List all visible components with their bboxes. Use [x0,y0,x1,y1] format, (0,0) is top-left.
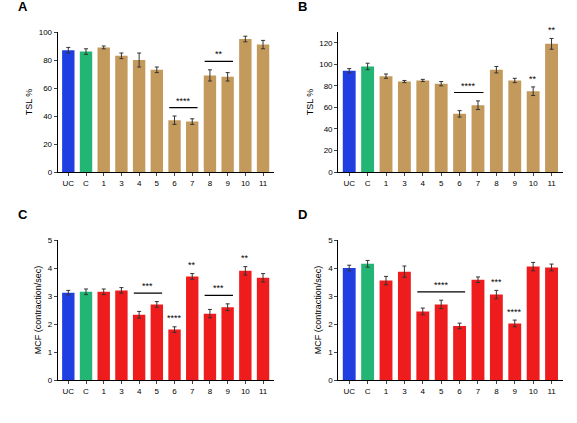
svg-text:1: 1 [101,179,106,188]
svg-text:60: 60 [43,84,52,93]
svg-text:11: 11 [259,179,268,188]
svg-text:****: **** [176,96,191,106]
svg-text:0: 0 [328,376,333,385]
svg-text:40: 40 [324,125,333,134]
svg-text:C: C [365,387,371,396]
svg-text:6: 6 [457,179,462,188]
svg-text:5: 5 [328,236,333,245]
svg-text:C: C [83,387,89,396]
svg-text:4: 4 [48,264,53,273]
svg-text:D: D [298,207,307,222]
svg-text:120: 120 [319,39,333,48]
svg-text:7: 7 [476,179,481,188]
svg-text:1: 1 [101,387,106,396]
svg-text:3: 3 [402,387,407,396]
svg-text:***: *** [491,277,502,287]
svg-text:TSL %: TSL % [24,89,34,116]
svg-text:2: 2 [328,320,333,329]
svg-text:5: 5 [155,387,160,396]
svg-text:100: 100 [39,28,53,37]
svg-text:8: 8 [208,179,213,188]
svg-text:20: 20 [324,146,333,155]
svg-text:3: 3 [328,292,333,301]
svg-text:3: 3 [48,292,53,301]
svg-text:**: ** [529,74,537,84]
svg-text:6: 6 [172,387,177,396]
svg-text:1: 1 [384,387,389,396]
svg-text:3: 3 [119,387,124,396]
svg-text:B: B [298,0,307,14]
svg-text:C: C [18,207,28,222]
svg-text:0: 0 [328,168,333,177]
svg-text:****: **** [507,307,522,317]
svg-text:2: 2 [48,320,53,329]
svg-text:7: 7 [476,387,481,396]
svg-text:1: 1 [384,179,389,188]
svg-text:20: 20 [43,140,52,149]
svg-text:10: 10 [241,387,250,396]
svg-text:8: 8 [208,387,213,396]
svg-text:5: 5 [439,179,444,188]
svg-text:****: **** [167,313,182,323]
svg-text:5: 5 [439,387,444,396]
svg-text:4: 4 [421,179,426,188]
svg-text:60: 60 [324,103,333,112]
svg-text:9: 9 [225,387,230,396]
svg-text:**: ** [241,253,249,263]
svg-text:40: 40 [43,112,52,121]
svg-text:3: 3 [119,179,124,188]
svg-text:****: **** [461,81,476,91]
svg-text:5: 5 [155,179,160,188]
svg-text:1: 1 [328,348,333,357]
svg-text:0: 0 [48,376,53,385]
svg-text:10: 10 [529,387,538,396]
svg-text:UC: UC [63,179,75,188]
svg-text:***: *** [213,283,224,293]
svg-text:0: 0 [48,168,53,177]
svg-text:**: ** [215,49,223,59]
svg-text:6: 6 [457,387,462,396]
svg-text:80: 80 [43,56,52,65]
svg-text:C: C [83,179,89,188]
svg-text:9: 9 [513,387,518,396]
svg-text:11: 11 [547,387,556,396]
svg-text:4: 4 [137,179,142,188]
svg-text:80: 80 [324,82,333,91]
svg-text:11: 11 [547,179,556,188]
svg-text:5: 5 [48,236,53,245]
svg-text:3: 3 [402,179,407,188]
svg-text:UC: UC [343,387,355,396]
svg-text:9: 9 [513,179,518,188]
svg-text:11: 11 [259,387,268,396]
svg-text:9: 9 [225,179,230,188]
svg-text:10: 10 [241,179,250,188]
svg-text:8: 8 [494,179,499,188]
svg-text:6: 6 [172,179,177,188]
svg-text:8: 8 [494,387,499,396]
svg-text:***: *** [142,281,153,291]
svg-text:4: 4 [421,387,426,396]
svg-text:MCF (contraction/sec): MCF (contraction/sec) [313,266,323,355]
svg-text:1: 1 [48,348,53,357]
svg-text:100: 100 [319,60,333,69]
svg-text:UC: UC [343,179,355,188]
svg-text:4: 4 [328,264,333,273]
svg-text:MCF (contraction/sec): MCF (contraction/sec) [33,266,43,355]
svg-text:7: 7 [190,179,195,188]
svg-text:**: ** [548,25,556,35]
svg-text:10: 10 [529,179,538,188]
svg-text:**: ** [188,260,196,270]
svg-text:****: **** [434,280,449,290]
svg-text:UC: UC [63,387,75,396]
svg-text:C: C [365,179,371,188]
svg-text:4: 4 [137,387,142,396]
svg-text:TSL %: TSL % [305,89,315,116]
svg-text:7: 7 [190,387,195,396]
svg-text:A: A [18,0,28,14]
